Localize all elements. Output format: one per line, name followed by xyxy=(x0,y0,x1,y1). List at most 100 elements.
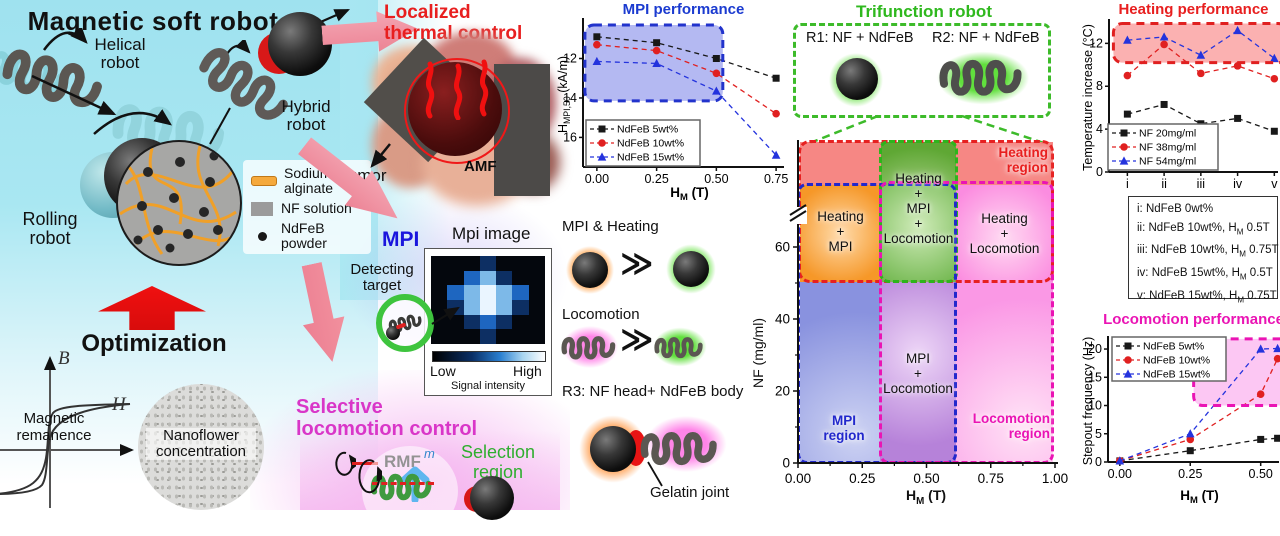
mpi-pixel xyxy=(431,256,448,271)
highlight-region xyxy=(1113,23,1280,63)
legend-item-ndfeb: NdFeB powder xyxy=(251,221,365,251)
svg-text:0.50: 0.50 xyxy=(1249,467,1273,481)
mpi-pixel xyxy=(479,256,497,271)
chart-svg-mpi_perf: 0.00 0.25 0.50 0.75 12 14 16 NdFeB 5wt% NdFeB 10… xyxy=(556,1,788,203)
mpi-heating-sphere-after xyxy=(673,251,709,287)
mpi-image-panel: Low High Signal intensity xyxy=(424,248,552,396)
mpi-pixel xyxy=(463,285,480,300)
data-point xyxy=(598,139,606,147)
chart-title: Heating performance xyxy=(1118,1,1268,18)
diagonal-arrow-icon xyxy=(31,74,117,116)
r3-label: R3: NF head+ NdFeB body xyxy=(562,383,744,400)
svg-text:Stepout frequency (Hz): Stepout frequency (Hz) xyxy=(1081,337,1095,466)
data-point xyxy=(1185,429,1195,438)
chart-mpi-performance: 0.00 0.25 0.50 0.75 12 14 16 NdFeB 5wt% NdFeB 10… xyxy=(553,0,788,203)
ndfeb-dot-icon xyxy=(258,231,267,241)
data-point xyxy=(1120,143,1128,151)
mpi-pixel xyxy=(447,256,464,271)
chart-svg-locomotion: 0.00 0.25 0.50 0 5 10 15 20 NdFeB 5wt% NdFeB 10wt… xyxy=(1081,311,1280,506)
mpi-pixel xyxy=(447,285,464,300)
data-point xyxy=(1273,343,1280,353)
svg-text:HMPI,50 (kA/m): HMPI,50 (kA/m) xyxy=(556,56,572,133)
high-label: High xyxy=(513,363,542,379)
mpi-region-label: MPI region xyxy=(823,413,865,443)
svg-text:0.00: 0.00 xyxy=(585,172,609,186)
svg-text:ii: ii xyxy=(1161,177,1167,191)
selection-red-dashes xyxy=(372,482,434,485)
svg-text:0.25: 0.25 xyxy=(644,172,668,186)
data-point xyxy=(1186,447,1194,455)
mpi-pixel xyxy=(463,314,480,330)
legend-item-nf: NF solution xyxy=(251,201,365,216)
mpi-pixel xyxy=(512,299,529,315)
h-axis-label: H xyxy=(112,394,126,415)
mpi-pixel xyxy=(528,270,545,286)
selection-region-label: Selection region xyxy=(460,442,536,482)
svg-text:Temperature increase (°C): Temperature increase (°C) xyxy=(1081,24,1095,171)
helical-robot-label: Helical robot xyxy=(94,35,146,72)
svg-text:0.25: 0.25 xyxy=(1178,467,1202,481)
tumor-arrow-icon xyxy=(370,143,391,168)
tumor-illustration: AMF xyxy=(363,28,560,212)
phase-xlabel: HM (T) xyxy=(905,487,947,507)
svg-text:iv: iv xyxy=(1233,177,1243,191)
data-point xyxy=(1120,129,1128,137)
svg-text:0.75: 0.75 xyxy=(764,172,788,186)
svg-text:NdFeB 10wt%: NdFeB 10wt% xyxy=(617,138,684,150)
data-point xyxy=(1124,356,1132,364)
svg-text:5: 5 xyxy=(1095,427,1102,441)
data-point xyxy=(593,33,601,41)
data-point xyxy=(771,150,781,159)
b-axis-label: B xyxy=(58,348,70,369)
chart-legend: NF 20mg/ml NF 38mg/ml NF 54mg/ml xyxy=(1107,123,1219,171)
m-label: m xyxy=(424,446,435,461)
legend-label: NF solution xyxy=(281,200,352,216)
soft-robot-title: Magnetic soft robot xyxy=(27,6,279,36)
mpi-pixel xyxy=(512,285,529,300)
curved-arrow-helical-icon xyxy=(42,28,88,51)
mpi-image-title: Mpi image xyxy=(452,224,531,243)
mpi-pixel xyxy=(496,256,513,271)
curved-arrow-rolling-icon xyxy=(93,109,173,135)
r1-sphere xyxy=(836,58,878,100)
data-point xyxy=(653,39,661,47)
mpi-pixel xyxy=(479,329,497,344)
selection-rot-arrow-icon xyxy=(358,459,382,494)
svg-text:0.50: 0.50 xyxy=(704,172,728,186)
remanence-label: Magnetic remanence xyxy=(16,410,92,444)
svg-text:1.00: 1.00 xyxy=(1042,471,1068,486)
svg-text:NF 20mg/ml: NF 20mg/ml xyxy=(1139,128,1196,140)
trifunction-connectors xyxy=(809,114,1045,145)
signal-gradient-bar xyxy=(432,351,546,362)
svg-text:15: 15 xyxy=(1088,370,1102,384)
data-point xyxy=(1123,35,1132,44)
note-line: iv: NdFeB 15wt%, HM 0.5T xyxy=(1137,267,1273,282)
note-line: ii: NdFeB 10wt%, HM 0.5T xyxy=(1137,221,1270,236)
detecting-target-label: Detecting target xyxy=(350,261,414,294)
mpi-pixel xyxy=(528,256,545,271)
series-NF-54mg-ml xyxy=(1123,25,1279,62)
mpi-pixel xyxy=(496,329,513,344)
optimization-arrow-icon xyxy=(98,286,206,330)
mpi-pixel xyxy=(512,270,529,286)
data-point xyxy=(1123,71,1132,80)
rmf-red-line xyxy=(352,462,378,465)
svg-text:4: 4 xyxy=(1096,122,1103,136)
low-label: Low xyxy=(430,363,456,379)
selective-title: Selective locomotion control xyxy=(296,396,478,440)
mpi-pixel xyxy=(512,314,529,330)
r1-label: R1: NF + NdFeB xyxy=(806,30,914,46)
nf-solution-swatch-icon xyxy=(251,201,273,216)
svg-text:12: 12 xyxy=(563,51,577,65)
trifunction-box xyxy=(793,23,1051,118)
data-point xyxy=(1273,354,1280,363)
nanoflower-label: Nanoflower concentration xyxy=(146,428,256,460)
data-point xyxy=(652,58,661,68)
note-line: iii: NdFeB 10wt%, HM 0.75T xyxy=(1137,244,1279,259)
heating-mpi-loco-label: Heating + MPI + Locomotion xyxy=(883,171,954,246)
series-NdFeB-5wt- xyxy=(1116,434,1280,465)
mpi-pixel xyxy=(463,270,480,286)
data-point xyxy=(772,74,780,82)
data-point xyxy=(1186,435,1195,444)
data-point xyxy=(712,54,720,62)
